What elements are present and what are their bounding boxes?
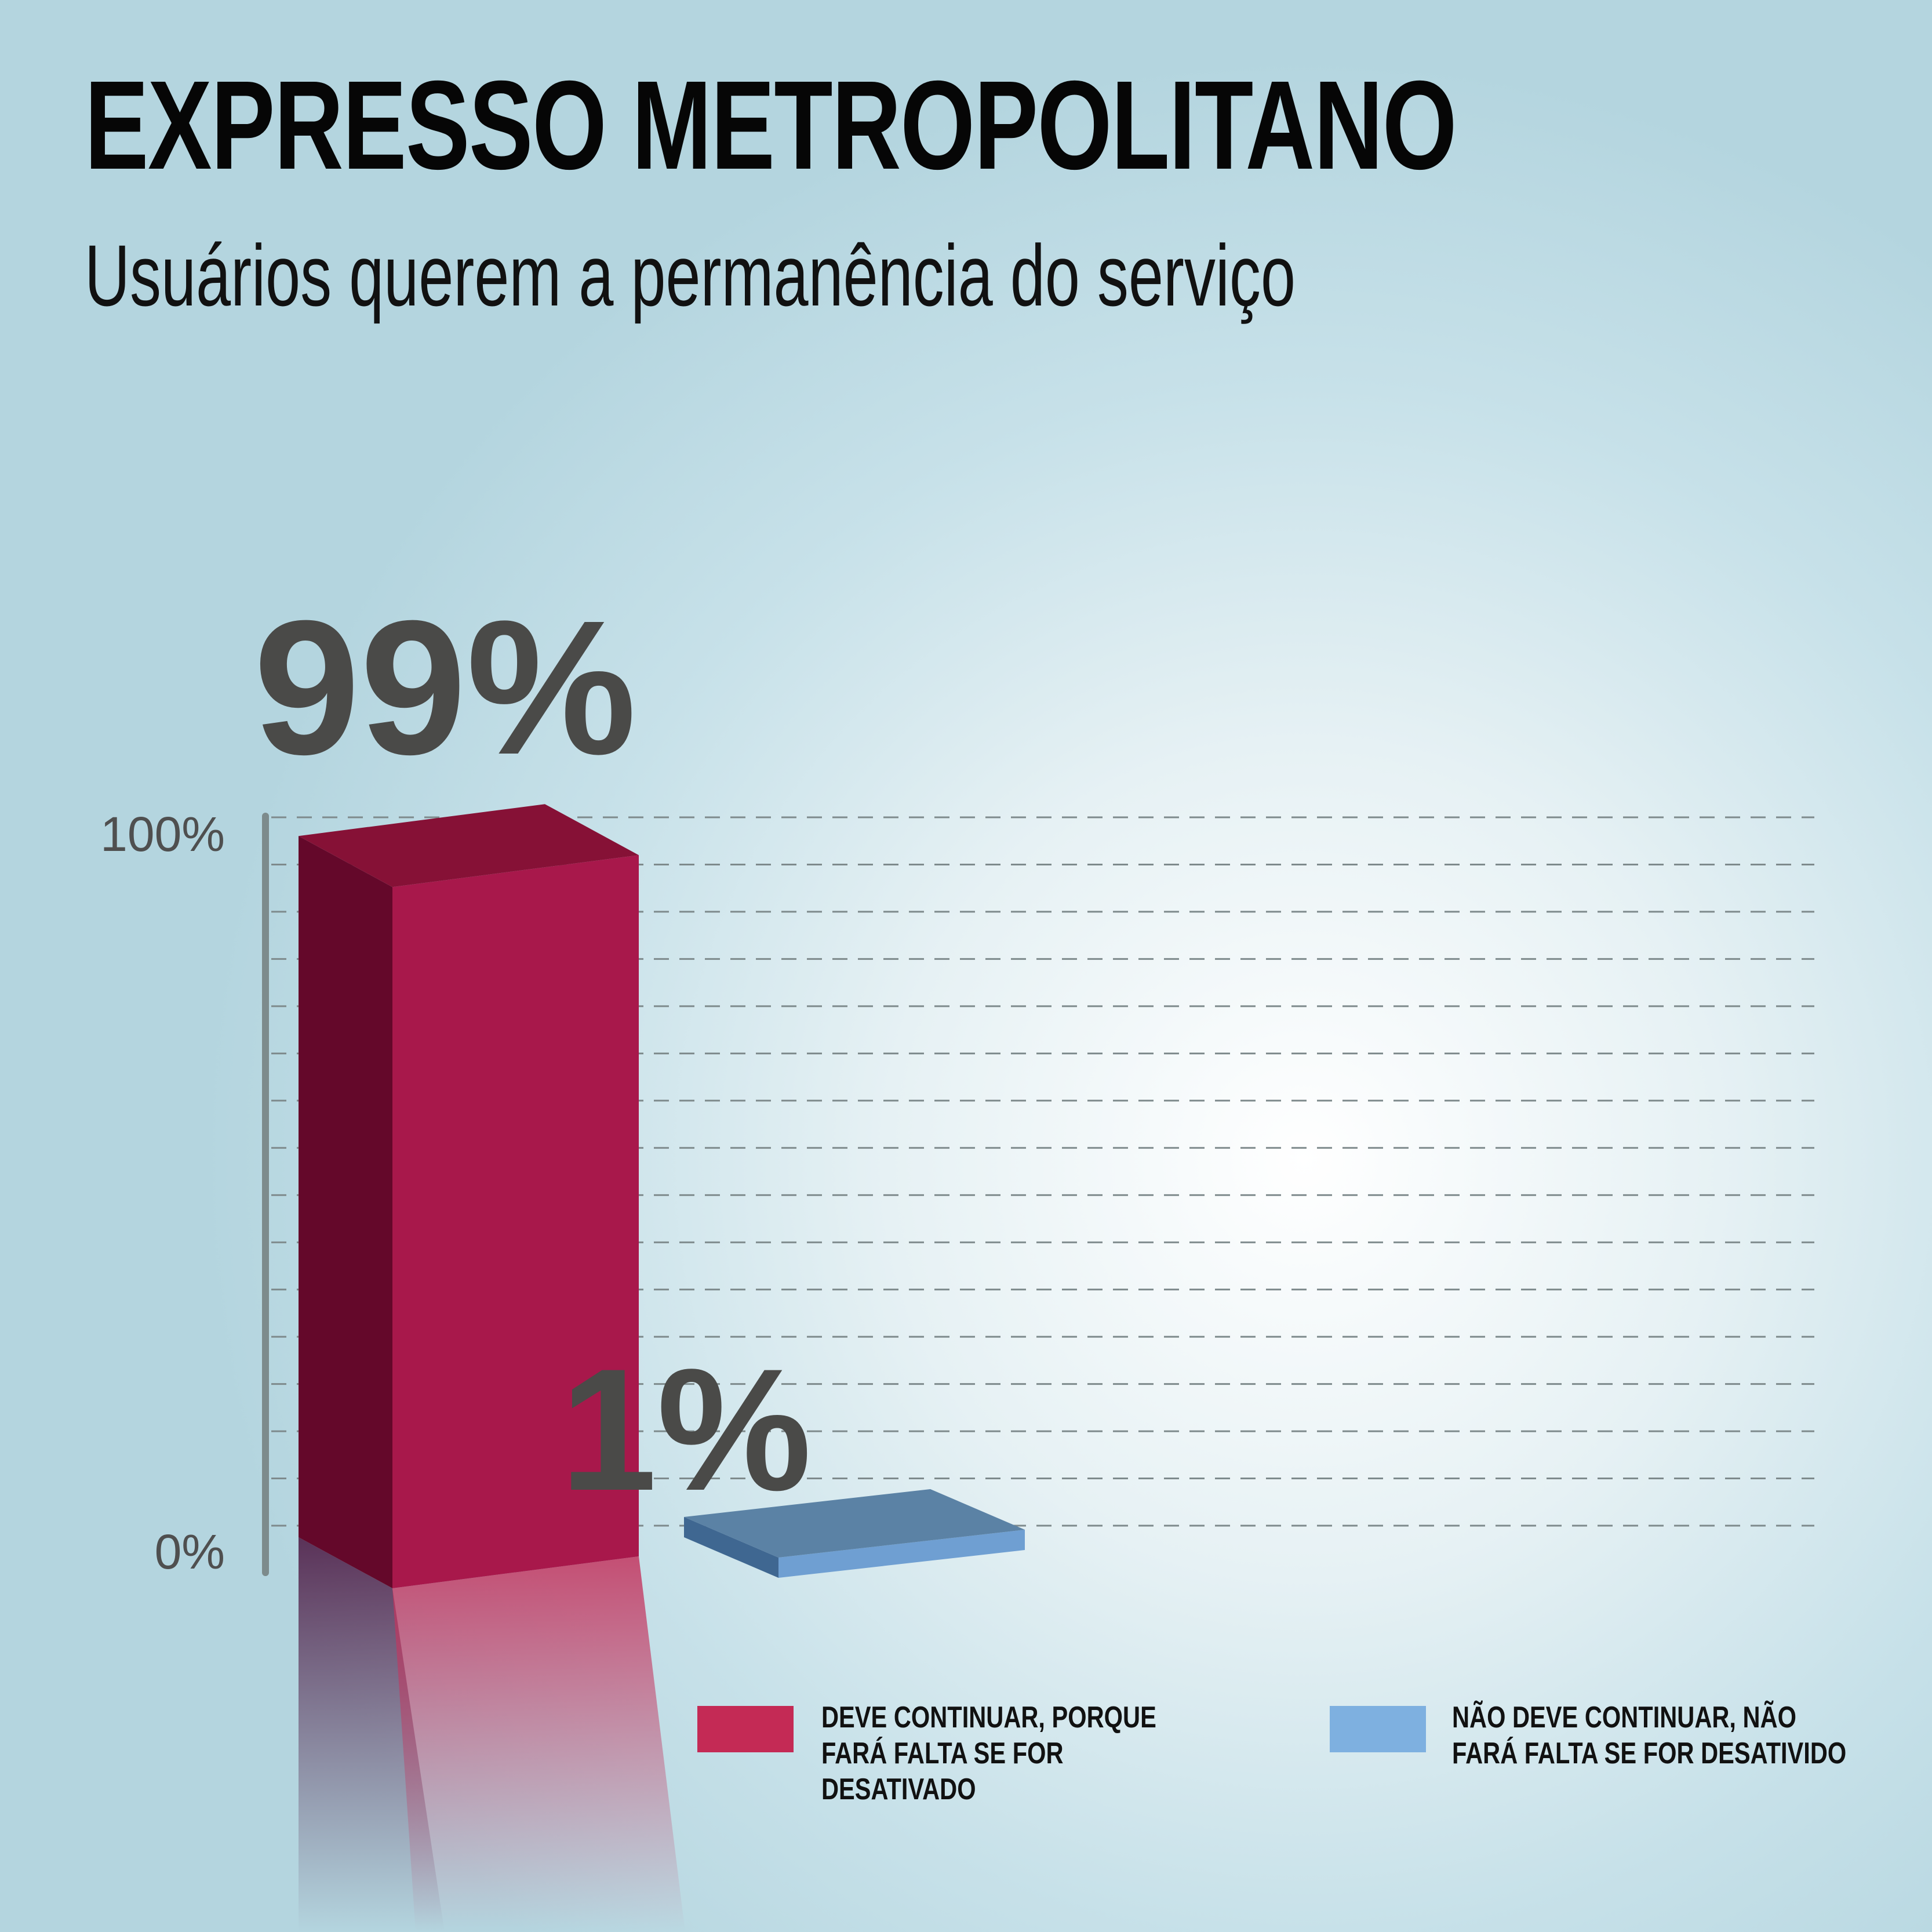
legend-label-discontinue: NÃO DEVE CONTINUAR, NÃO FARÁ FALTA SE FO…: [1452, 1701, 1847, 1770]
bar-continue: [299, 804, 685, 1932]
bar-top-face: [299, 804, 639, 887]
bar-reflection-side: [299, 1537, 445, 1932]
legend-swatch-discontinue: [1330, 1706, 1426, 1752]
legend-swatch-continue: [697, 1706, 794, 1752]
bar-side-face: [684, 1517, 778, 1578]
y-tick-label-bottom: 0%: [155, 1525, 225, 1579]
legend-label-continue: DEVE CONTINUAR, PORQUE FARÁ FALTA SE FOR…: [821, 1701, 1156, 1806]
bar-front-face: [392, 855, 639, 1588]
chart-subtitle: Usuários querem a permanência do serviço: [85, 227, 1296, 324]
bar-value-label: 99%: [254, 580, 636, 794]
bar-top-face: [684, 1489, 1025, 1558]
bar-value-label: 1%: [560, 1332, 812, 1527]
bar-side-face: [299, 836, 392, 1588]
bar-discontinue: [684, 1489, 1025, 1578]
bar-reflection-front: [392, 1556, 685, 1932]
chart-title: EXPRESSO METROPOLITANO: [85, 55, 1457, 196]
bar-front-face: [778, 1530, 1025, 1578]
y-tick-label-top: 100%: [100, 807, 225, 861]
bars: 99% 1%: [254, 580, 1025, 1932]
